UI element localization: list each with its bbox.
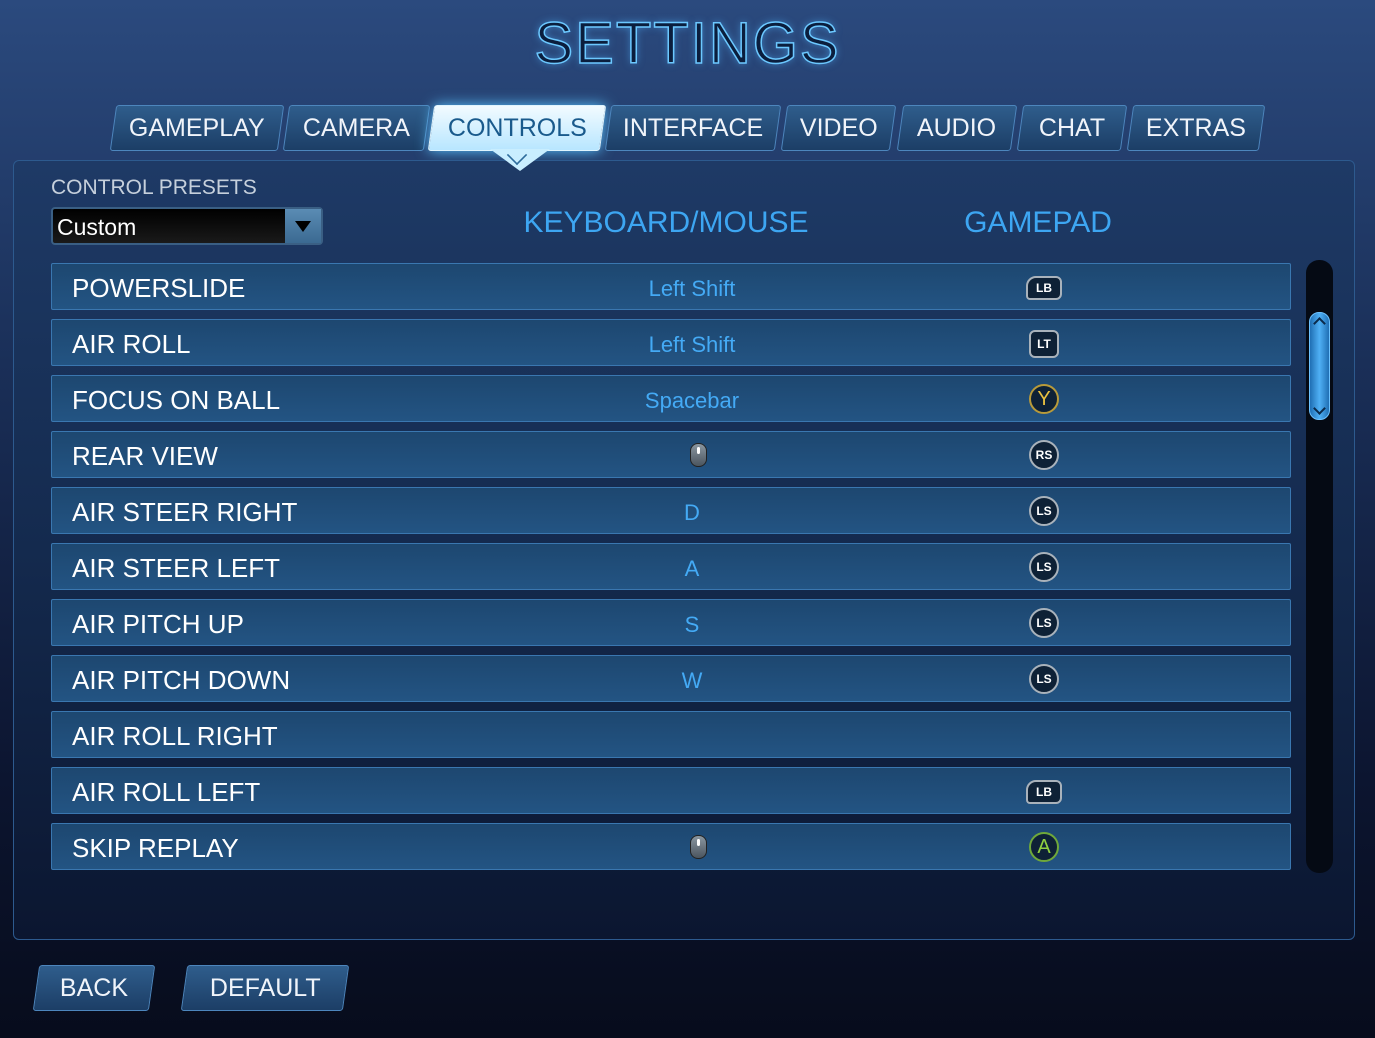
action-label: AIR ROLL LEFT — [72, 777, 261, 807]
action-label: AIR PITCH DOWN — [72, 665, 291, 695]
mouse-middle-icon[interactable] — [690, 443, 707, 467]
keyboard-mouse-header: KEYBOARD/MOUSE — [523, 206, 809, 239]
action-label: REAR VIEW — [72, 441, 218, 471]
keyboard-binding[interactable]: D — [684, 500, 700, 525]
action-label: AIR ROLL — [72, 329, 191, 359]
action-label: FOCUS ON BALL — [72, 385, 281, 415]
action-label: AIR STEER RIGHT — [72, 497, 298, 527]
action-label: SKIP REPLAY — [72, 833, 239, 863]
page-title: SETTINGS — [534, 10, 841, 77]
default-button[interactable]: DEFAULT — [180, 965, 350, 1011]
binding-row-rear-view[interactable]: REAR VIEW RS — [51, 431, 1291, 478]
binding-row-air-pitch-down[interactable]: AIR PITCH DOWN W LS — [51, 655, 1291, 702]
gamepad-header: GAMEPAD — [964, 206, 1112, 239]
binding-row-skip-replay[interactable]: SKIP REPLAY A — [51, 823, 1291, 870]
action-label: AIR PITCH UP — [72, 609, 244, 639]
tab-audio[interactable]: AUDIO — [896, 105, 1018, 151]
keyboard-binding[interactable]: S — [684, 612, 700, 637]
tab-chat[interactable]: CHAT — [1016, 105, 1128, 151]
binding-row-air-pitch-up[interactable]: AIR PITCH UP S LS — [51, 599, 1291, 646]
keyboard-binding[interactable]: A — [684, 556, 700, 581]
tab-gameplay[interactable]: GAMEPLAY — [109, 105, 285, 151]
tab-interface[interactable]: INTERFACE — [604, 105, 782, 151]
keyboard-binding[interactable]: Left Shift — [648, 276, 736, 301]
binding-row-powerslide[interactable]: POWERSLIDE Left Shift LB — [51, 263, 1291, 310]
control-presets-label: CONTROL PRESETS — [51, 176, 257, 199]
binding-row-air-steer-left[interactable]: AIR STEER LEFT A LS — [51, 543, 1291, 590]
gamepad-ls-icon[interactable]: LS — [1029, 608, 1059, 638]
active-tab-pointer — [490, 149, 550, 171]
keyboard-binding[interactable]: Spacebar — [644, 388, 740, 413]
scrollbar-thumb[interactable] — [1309, 312, 1330, 420]
control-presets-dropdown[interactable]: Custom — [51, 207, 323, 245]
tab-extras[interactable]: EXTRAS — [1126, 105, 1266, 151]
chevron-up-icon — [1313, 317, 1326, 330]
back-button[interactable]: BACK — [32, 965, 156, 1011]
gamepad-a-icon[interactable]: A — [1029, 832, 1059, 862]
binding-row-air-roll-left[interactable]: AIR ROLL LEFT LB — [51, 767, 1291, 814]
chevron-down-icon — [1313, 402, 1326, 415]
binding-row-focus-on-ball[interactable]: FOCUS ON BALL Spacebar Y — [51, 375, 1291, 422]
gamepad-lb-icon[interactable]: LB — [1026, 276, 1062, 300]
action-label: AIR STEER LEFT — [72, 553, 281, 583]
action-label: AIR ROLL RIGHT — [72, 721, 278, 751]
gamepad-ls-icon[interactable]: LS — [1029, 496, 1059, 526]
binding-row-air-steer-right[interactable]: AIR STEER RIGHT D LS — [51, 487, 1291, 534]
mouse-middle-icon[interactable] — [690, 835, 707, 859]
gamepad-rs-icon[interactable]: RS — [1029, 440, 1059, 470]
binding-row-air-roll[interactable]: AIR ROLL Left Shift LT — [51, 319, 1291, 366]
gamepad-lt-icon[interactable]: LT — [1029, 330, 1059, 358]
dropdown-value: Custom — [57, 214, 137, 240]
gamepad-y-icon[interactable]: Y — [1029, 384, 1059, 414]
keyboard-binding[interactable]: Left Shift — [648, 332, 736, 357]
tab-camera[interactable]: CAMERA — [282, 105, 431, 151]
gamepad-ls-icon[interactable]: LS — [1029, 552, 1059, 582]
dropdown-arrow-icon[interactable] — [285, 209, 321, 243]
keyboard-binding[interactable]: W — [681, 668, 703, 693]
action-label: POWERSLIDE — [72, 273, 246, 303]
binding-row-air-roll-right[interactable]: AIR ROLL RIGHT — [51, 711, 1291, 758]
tab-video[interactable]: VIDEO — [780, 105, 897, 151]
gamepad-ls-icon[interactable]: LS — [1029, 664, 1059, 694]
gamepad-lb-icon[interactable]: LB — [1026, 780, 1062, 804]
